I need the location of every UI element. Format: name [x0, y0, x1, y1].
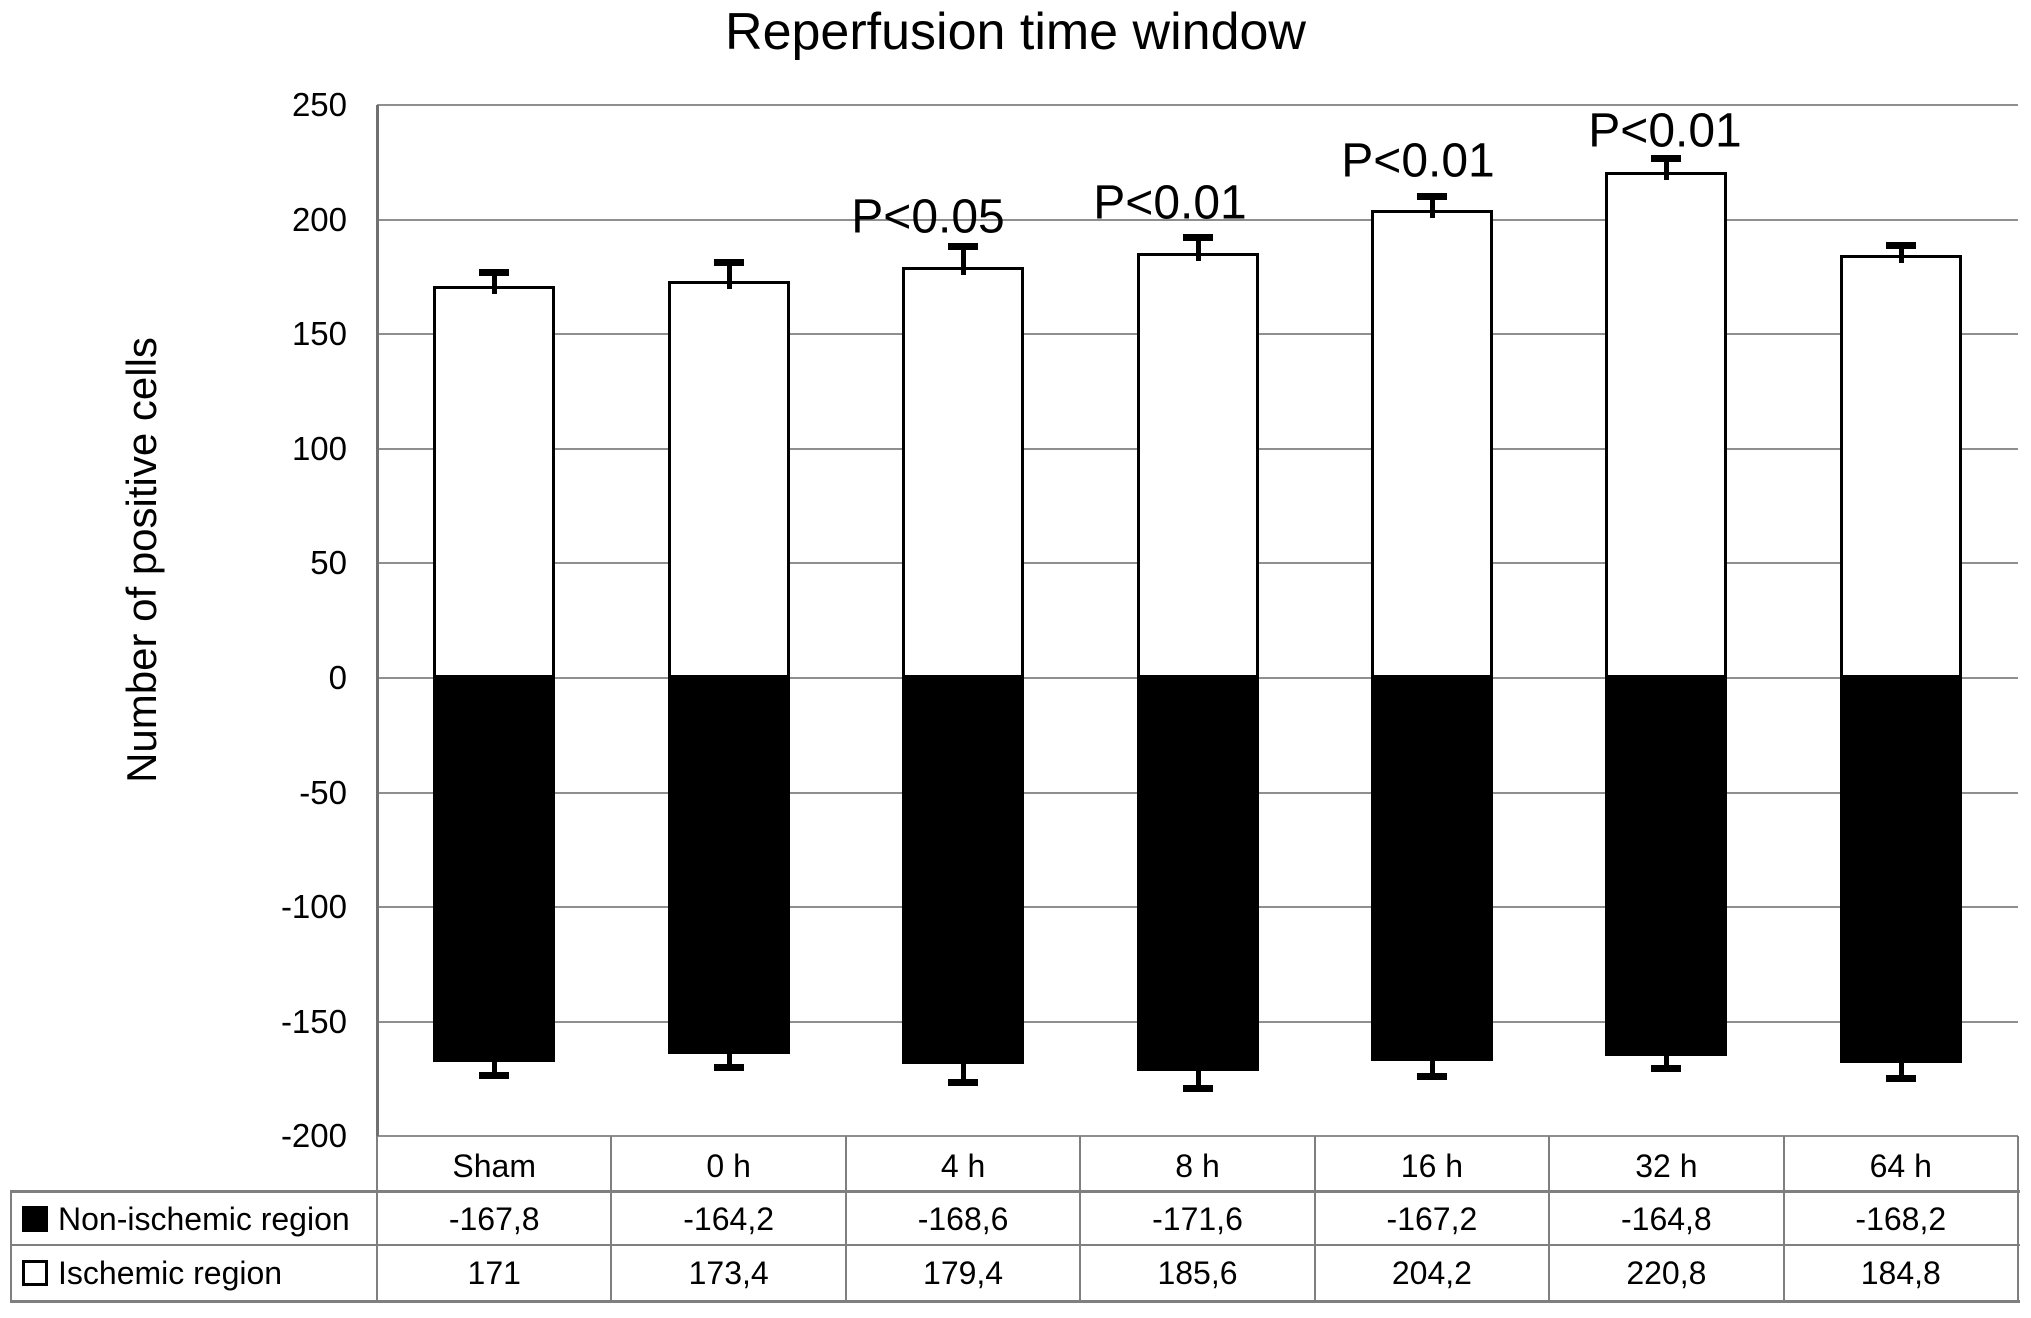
bar-ischemic	[1839, 254, 1962, 678]
table-cell-value: 173,4	[688, 1255, 769, 1291]
table-category-header: Sham	[452, 1148, 536, 1184]
bar-non-ischemic	[1605, 678, 1728, 1056]
y-tick-label: -150	[280, 1002, 347, 1040]
table-cell-value: 184,8	[1860, 1255, 1941, 1291]
table-cell-value: 171	[467, 1255, 521, 1291]
bar-ischemic	[667, 280, 790, 678]
error-bar-ischemic	[726, 262, 732, 289]
error-bar-cap-ischemic	[1182, 233, 1213, 241]
error-bar-cap-non-ischemic	[948, 1078, 979, 1086]
table-cell-value: -164,2	[683, 1200, 774, 1237]
p-value-annotation: P<0.05	[851, 190, 1005, 244]
gridline	[377, 218, 2018, 221]
gridline	[377, 104, 2018, 107]
table-category-header: 16 h	[1400, 1148, 1464, 1184]
error-bar-non-ischemic	[1664, 1047, 1670, 1070]
table-line-vertical	[1079, 1136, 1082, 1303]
y-tick-label: 250	[291, 86, 347, 124]
table-line-horizontal	[10, 1300, 2020, 1303]
table-category-header: 4 h	[940, 1148, 986, 1184]
table-category-header: 0 h	[706, 1148, 751, 1184]
table-cell-value: 185,6	[1157, 1255, 1238, 1291]
table-cell-value: 204,2	[1391, 1255, 1472, 1291]
table-line-horizontal	[10, 1244, 2020, 1246]
error-bar-cap-ischemic	[1416, 193, 1447, 201]
bar-non-ischemic	[902, 678, 1025, 1065]
bar-ischemic	[1605, 172, 1728, 678]
bar-ischemic	[1136, 252, 1259, 678]
chart-title: Reperfusion time window	[725, 3, 1306, 61]
error-bar-cap-non-ischemic	[1416, 1073, 1447, 1081]
error-bar-ischemic	[1898, 245, 1904, 263]
table-category-header: 64 h	[1869, 1148, 1932, 1184]
error-bar-non-ischemic	[1195, 1063, 1201, 1090]
table-row-label: Non-ischemic region	[58, 1200, 350, 1237]
bar-ischemic	[1370, 210, 1493, 678]
error-bar-cap-ischemic	[948, 243, 979, 251]
table-category-header: 8 h	[1175, 1148, 1220, 1184]
error-bar-non-ischemic	[492, 1054, 498, 1077]
p-value-annotation: P<0.01	[1588, 104, 1742, 158]
table-line-vertical	[1313, 1136, 1316, 1303]
table-cell-value: -167,8	[448, 1200, 540, 1237]
y-axis-line	[376, 105, 379, 1137]
gridline	[377, 1135, 2018, 1138]
error-bar-ischemic	[1429, 196, 1435, 219]
table-row-label: Ischemic region	[58, 1255, 283, 1291]
error-bar-ischemic	[492, 272, 498, 295]
table-line-vertical	[10, 1190, 12, 1302]
y-tick-label: -200	[280, 1117, 347, 1155]
y-tick-label: -100	[280, 888, 347, 926]
table-line-vertical	[844, 1136, 847, 1303]
table-line-vertical	[1782, 1136, 1785, 1303]
error-bar-cap-non-ischemic	[1182, 1085, 1213, 1093]
y-tick-label: -50	[299, 773, 347, 811]
error-bar-cap-non-ischemic	[1885, 1075, 1916, 1083]
error-bar-cap-non-ischemic	[1651, 1065, 1682, 1073]
bar-non-ischemic	[1370, 678, 1493, 1062]
y-tick-label: 0	[328, 659, 347, 696]
table-cell-value: -168,2	[1855, 1200, 1947, 1237]
error-bar-non-ischemic	[1429, 1053, 1435, 1078]
p-value-annotation: P<0.01	[1341, 134, 1495, 188]
bar-ischemic	[902, 266, 1025, 678]
table-line-vertical	[610, 1136, 613, 1303]
table-line-horizontal	[10, 1190, 2020, 1193]
error-bar-cap-ischemic	[1651, 155, 1682, 163]
table-cell-value: 179,4	[923, 1255, 1004, 1291]
error-bar-non-ischemic	[726, 1046, 732, 1068]
y-tick-label: 100	[291, 429, 347, 467]
y-tick-label: 150	[291, 315, 347, 353]
error-bar-cap-non-ischemic	[479, 1072, 510, 1080]
bar-non-ischemic	[667, 678, 790, 1055]
table-cell-value: -167,2	[1386, 1200, 1478, 1237]
error-bar-ischemic	[1664, 158, 1670, 181]
error-bar-cap-non-ischemic	[713, 1063, 744, 1071]
bar-non-ischemic	[433, 678, 556, 1063]
error-bar-ischemic	[1195, 236, 1201, 261]
legend-marker-non-ischemic	[22, 1205, 48, 1232]
error-bar-ischemic	[961, 246, 967, 275]
error-bar-non-ischemic	[961, 1056, 967, 1083]
error-bar-cap-ischemic	[1885, 242, 1916, 250]
y-tick-label: 200	[291, 200, 347, 238]
table-cell-value: -164,8	[1620, 1200, 1712, 1237]
y-tick-label: 50	[310, 544, 347, 582]
table-line-vertical	[2017, 1136, 2019, 1303]
error-bar-non-ischemic	[1898, 1055, 1904, 1080]
table-cell-value: -168,6	[917, 1200, 1009, 1237]
error-bar-cap-ischemic	[479, 269, 510, 277]
bar-ischemic	[433, 286, 556, 678]
table-line-vertical	[376, 1136, 378, 1303]
table-cell-value: 220,8	[1626, 1255, 1707, 1291]
table-line-vertical	[1548, 1136, 1551, 1303]
error-bar-cap-ischemic	[713, 259, 744, 267]
legend-marker-ischemic	[22, 1260, 48, 1286]
p-value-annotation: P<0.01	[1093, 176, 1247, 230]
table-cell-value: -171,6	[1152, 1200, 1243, 1237]
bar-non-ischemic	[1136, 678, 1259, 1072]
table-category-header: 32 h	[1635, 1148, 1698, 1184]
bar-non-ischemic	[1839, 678, 1962, 1064]
